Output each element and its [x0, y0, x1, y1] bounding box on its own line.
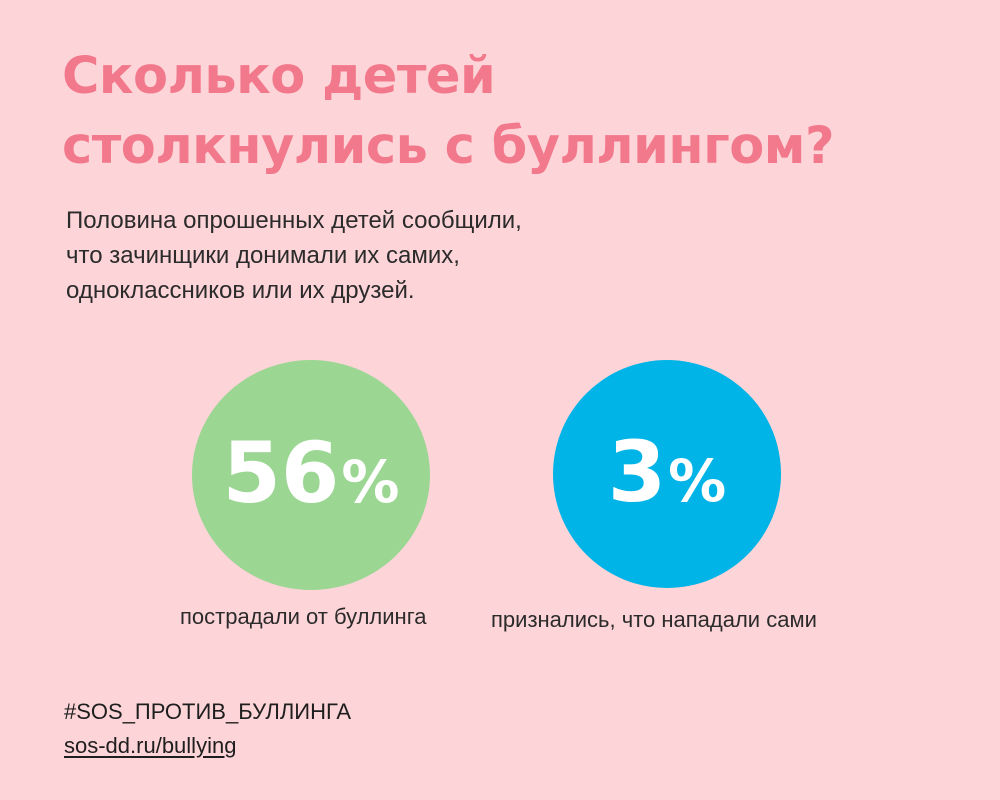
- campaign-link[interactable]: sos-dd.ru/bullying: [64, 733, 237, 758]
- victims-stat-percent: %: [341, 448, 400, 516]
- aggressors-stat-caption: признались, что нападали сами: [491, 607, 817, 632]
- title-line-1: Сколько детей: [62, 47, 496, 106]
- subtitle: Половина опрошенных детей сообщили, что …: [66, 203, 626, 308]
- title-line-2: столкнулись с буллингом?: [62, 117, 835, 176]
- victims-stat-caption: пострадали от буллинга: [180, 604, 427, 629]
- aggressors-stat-number: 3: [607, 423, 667, 521]
- campaign-hashtag: #SOS_ПРОТИВ_БУЛЛИНГА: [64, 699, 352, 724]
- aggressors-stat-circle: 3 %: [553, 360, 781, 588]
- aggressors-stat-percent: %: [668, 447, 727, 515]
- subtitle-line-3: одноклассников или их друзей.: [66, 277, 415, 304]
- victims-stat-number: 56: [222, 424, 340, 522]
- subtitle-line-1: Половина опрошенных детей сообщили,: [66, 207, 522, 234]
- page-title: Сколько детей столкнулись с буллингом?: [62, 42, 942, 182]
- subtitle-line-2: что зачинщики донимали их самих,: [66, 242, 460, 269]
- victims-stat-circle: 56 %: [192, 360, 430, 590]
